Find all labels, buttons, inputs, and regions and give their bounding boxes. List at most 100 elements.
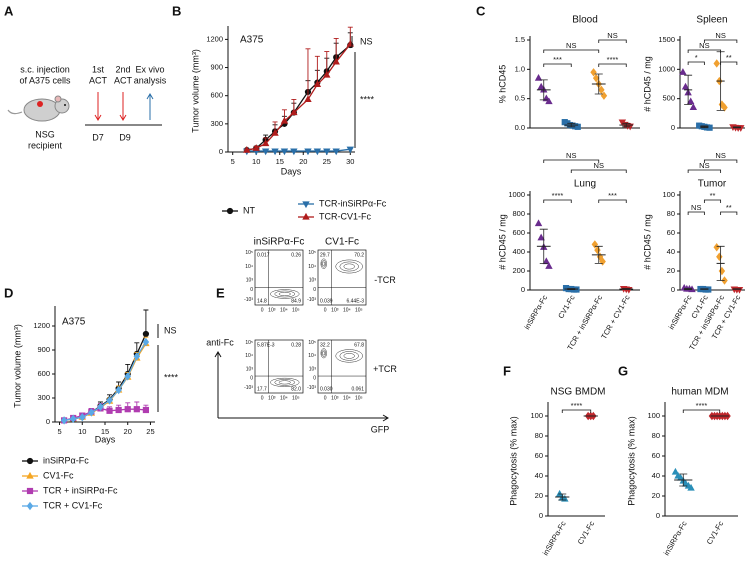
quadrant-value: 0.061 — [351, 386, 364, 392]
marker — [290, 148, 298, 156]
contour — [339, 351, 359, 361]
marker — [689, 103, 698, 111]
marker — [545, 97, 553, 105]
contour — [278, 291, 291, 297]
flow-axes — [214, 351, 389, 422]
annotation: ** — [726, 53, 732, 62]
marker — [304, 95, 312, 103]
schematic-text: analysis — [134, 75, 167, 85]
schematic-text: recipient — [28, 140, 63, 150]
marker — [261, 139, 270, 147]
contour — [322, 261, 326, 266]
marker — [598, 85, 605, 95]
annotation: NS — [691, 203, 701, 212]
sd-bar — [732, 126, 741, 129]
schematic-text: Ex vivo — [135, 64, 164, 74]
flow-y-tick: 10³ — [309, 278, 317, 284]
marker — [713, 59, 720, 68]
sd-bar — [567, 288, 576, 291]
quadrant-value: 0.26 — [291, 252, 301, 258]
annotation-bracket — [598, 199, 627, 203]
flow-plot-frame — [254, 339, 304, 394]
flow-x-tick: 10⁴ — [280, 395, 288, 401]
marker — [332, 57, 340, 65]
flow-x-tick: 10³ — [331, 395, 339, 401]
x-tick-label: CV1-Fc — [556, 293, 577, 320]
legend-label: TCR-CV1-Fc — [319, 211, 371, 221]
legend-label: TCR-inSiRPα-Fc — [319, 198, 387, 208]
flow-row-label: -TCR — [374, 275, 396, 285]
quadrant-value: 0.017 — [257, 252, 270, 258]
marker — [545, 262, 553, 269]
y-tick-label: 40 — [667, 247, 675, 256]
y-tick-label: 40 — [652, 471, 660, 480]
marker — [290, 108, 298, 116]
chart-title: Lung — [574, 179, 596, 190]
sd-bar — [567, 122, 576, 128]
annotation: *** — [553, 55, 562, 64]
annotation-bracket — [687, 49, 722, 53]
flow-x-tick: 10⁵ — [292, 395, 300, 401]
marker — [555, 489, 564, 497]
marker — [133, 406, 140, 413]
y-tick-label: 900 — [210, 63, 223, 72]
y-tick-label: 400 — [512, 247, 525, 256]
marker — [133, 352, 141, 361]
annotation: NS — [715, 151, 725, 160]
marker — [681, 82, 690, 90]
y-axis-label: # hCD45 / mg — [497, 214, 507, 270]
marker — [106, 407, 113, 414]
flow-y-tick: 0 — [313, 375, 316, 381]
flow-column-title: CV1-Fc — [325, 237, 359, 248]
legend-label: CV1-Fc — [43, 470, 74, 480]
marker — [332, 148, 340, 156]
y-tick-label: 600 — [210, 91, 223, 100]
error-bar — [314, 55, 320, 85]
schematic-text: ACT — [89, 75, 108, 85]
marker — [591, 240, 599, 249]
panel-label: A — [4, 3, 14, 18]
quadrant-value: 0.030 — [320, 386, 333, 392]
legend-label: inSiRPα-Fc — [43, 455, 89, 465]
annotation: NS — [566, 41, 576, 50]
x-tick-label: 30 — [346, 157, 354, 166]
marker — [716, 252, 723, 261]
analysis-arrow — [146, 93, 154, 120]
annotation: **** — [552, 191, 564, 200]
legend-label: NT — [243, 205, 255, 215]
chart-title: Blood — [572, 15, 598, 26]
annotation: NS — [715, 31, 725, 40]
schematic-text: of A375 cells — [19, 75, 71, 85]
y-axis-label: Phagocytosis (% max) — [508, 416, 518, 506]
annotation-bracket — [543, 49, 600, 53]
annotation-bracket — [543, 159, 600, 163]
annotation-bracket — [682, 409, 721, 413]
marker — [280, 148, 289, 156]
marker — [280, 116, 289, 124]
flow-y-tick: 10⁵ — [308, 340, 316, 346]
sd-bar — [622, 122, 631, 128]
flow-y-tick: 10⁴ — [245, 264, 253, 270]
flow-y-tick: -10³ — [244, 385, 253, 391]
flow-y-tick: 10³ — [309, 366, 317, 372]
x-tick-label: inSiRPα-Fc — [541, 519, 568, 557]
marker — [271, 129, 279, 136]
flow-y-tick: 10⁵ — [308, 250, 316, 256]
marker — [302, 201, 310, 209]
sd-bar — [732, 288, 741, 290]
sd-bar — [716, 245, 725, 281]
flow-column-title: inSiRPα-Fc — [254, 237, 305, 248]
annotation-bracket — [570, 169, 627, 173]
contour — [320, 258, 327, 269]
flow-x-tick: 10⁴ — [343, 307, 351, 313]
flow-y-tick: -10³ — [307, 297, 316, 303]
marker — [534, 219, 543, 227]
annotation-bracket — [543, 63, 572, 67]
quadrant-value: 5.87E-3 — [257, 342, 275, 348]
y-axis-label: Tumor volume (mm³) — [190, 49, 200, 133]
flow-y-tick: 10⁴ — [245, 353, 253, 359]
contour — [270, 377, 300, 387]
annotation: * — [695, 53, 698, 62]
series-line — [63, 407, 146, 422]
y-tick-label: 60 — [652, 451, 660, 460]
